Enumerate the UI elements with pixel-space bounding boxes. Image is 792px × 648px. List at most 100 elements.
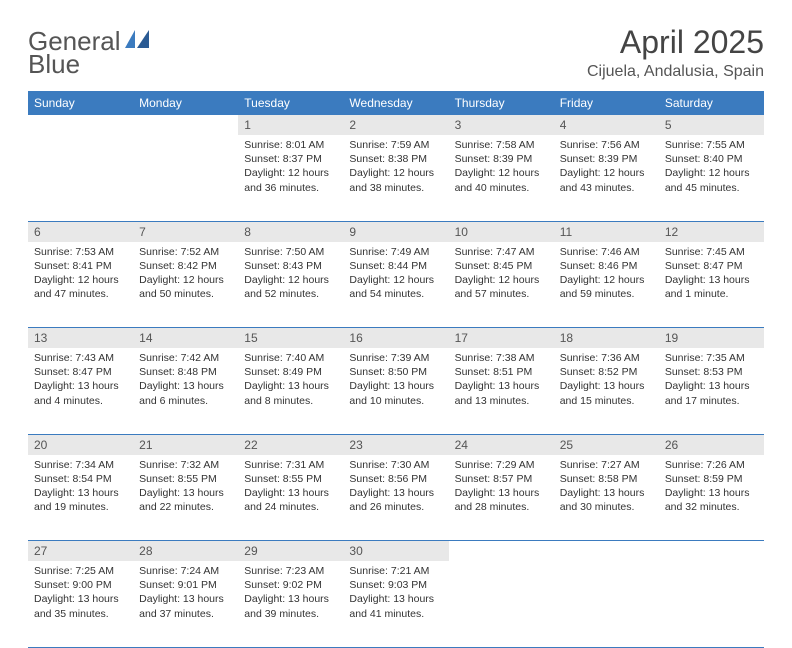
sunrise-line: Sunrise: 7:39 AM — [349, 351, 442, 365]
day-cell: Sunrise: 7:31 AMSunset: 8:55 PMDaylight:… — [238, 455, 343, 521]
sunrise-line: Sunrise: 7:58 AM — [455, 138, 548, 152]
daylight-line: Daylight: 13 hours and 32 minutes. — [665, 486, 758, 514]
weekday-header: Tuesday — [238, 91, 343, 115]
day-number: 20 — [28, 434, 133, 455]
day-number: 25 — [554, 434, 659, 455]
weekday-header-row: SundayMondayTuesdayWednesdayThursdayFrid… — [28, 91, 764, 115]
daylight-line: Daylight: 13 hours and 24 minutes. — [244, 486, 337, 514]
day-cell: Sunrise: 7:47 AMSunset: 8:45 PMDaylight:… — [449, 242, 554, 308]
day-number: 23 — [343, 434, 448, 455]
day-cell: Sunrise: 7:38 AMSunset: 8:51 PMDaylight:… — [449, 348, 554, 414]
day-number: 10 — [449, 221, 554, 242]
empty-day-number — [133, 115, 238, 135]
sunset-line: Sunset: 8:51 PM — [455, 365, 548, 379]
sunrise-line: Sunrise: 7:29 AM — [455, 458, 548, 472]
day-cell: Sunrise: 7:49 AMSunset: 8:44 PMDaylight:… — [343, 242, 448, 308]
calendar-body: 12345Sunrise: 8:01 AMSunset: 8:37 PMDayl… — [28, 115, 764, 647]
sunset-line: Sunset: 8:44 PM — [349, 259, 442, 273]
sunrise-line: Sunrise: 7:27 AM — [560, 458, 653, 472]
sunset-line: Sunset: 8:47 PM — [34, 365, 127, 379]
weekday-header: Saturday — [659, 91, 764, 115]
sunset-line: Sunset: 8:55 PM — [244, 472, 337, 486]
brand-logo: General Blue — [28, 30, 151, 77]
sunrise-line: Sunrise: 7:23 AM — [244, 564, 337, 578]
day-cell: Sunrise: 7:52 AMSunset: 8:42 PMDaylight:… — [133, 242, 238, 308]
day-cell: Sunrise: 8:01 AMSunset: 8:37 PMDaylight:… — [238, 135, 343, 201]
day-number: 19 — [659, 328, 764, 349]
location-label: Cijuela, Andalusia, Spain — [587, 63, 764, 81]
day-number-row: 6789101112 — [28, 221, 764, 242]
empty-day-cell — [449, 561, 554, 647]
daylight-line: Daylight: 13 hours and 19 minutes. — [34, 486, 127, 514]
daylight-line: Daylight: 13 hours and 10 minutes. — [349, 379, 442, 407]
empty-day-cell — [28, 135, 133, 221]
sunrise-line: Sunrise: 7:40 AM — [244, 351, 337, 365]
day-cell: Sunrise: 7:46 AMSunset: 8:46 PMDaylight:… — [554, 242, 659, 308]
day-cell: Sunrise: 7:53 AMSunset: 8:41 PMDaylight:… — [28, 242, 133, 308]
day-cell: Sunrise: 7:45 AMSunset: 8:47 PMDaylight:… — [659, 242, 764, 308]
day-cell: Sunrise: 7:29 AMSunset: 8:57 PMDaylight:… — [449, 455, 554, 521]
day-body-row: Sunrise: 8:01 AMSunset: 8:37 PMDaylight:… — [28, 135, 764, 221]
day-number: 13 — [28, 328, 133, 349]
day-cell: Sunrise: 7:36 AMSunset: 8:52 PMDaylight:… — [554, 348, 659, 414]
day-number-row: 20212223242526 — [28, 434, 764, 455]
sunset-line: Sunset: 9:03 PM — [349, 578, 442, 592]
daylight-line: Daylight: 12 hours and 47 minutes. — [34, 273, 127, 301]
day-number: 16 — [343, 328, 448, 349]
day-number: 12 — [659, 221, 764, 242]
day-number: 1 — [238, 115, 343, 135]
day-number: 24 — [449, 434, 554, 455]
day-number-row: 13141516171819 — [28, 328, 764, 349]
sunrise-line: Sunrise: 7:53 AM — [34, 245, 127, 259]
day-cell: Sunrise: 7:27 AMSunset: 8:58 PMDaylight:… — [554, 455, 659, 521]
day-number: 8 — [238, 221, 343, 242]
sunrise-line: Sunrise: 7:24 AM — [139, 564, 232, 578]
sunrise-line: Sunrise: 7:30 AM — [349, 458, 442, 472]
daylight-line: Daylight: 13 hours and 41 minutes. — [349, 592, 442, 620]
day-cell: Sunrise: 7:21 AMSunset: 9:03 PMDaylight:… — [343, 561, 448, 627]
daylight-line: Daylight: 13 hours and 26 minutes. — [349, 486, 442, 514]
day-cell: Sunrise: 7:55 AMSunset: 8:40 PMDaylight:… — [659, 135, 764, 201]
sunset-line: Sunset: 8:39 PM — [560, 152, 653, 166]
calendar-table: SundayMondayTuesdayWednesdayThursdayFrid… — [28, 91, 764, 648]
day-cell: Sunrise: 7:58 AMSunset: 8:39 PMDaylight:… — [449, 135, 554, 201]
day-cell: Sunrise: 7:50 AMSunset: 8:43 PMDaylight:… — [238, 242, 343, 308]
sunset-line: Sunset: 8:48 PM — [139, 365, 232, 379]
sunrise-line: Sunrise: 7:42 AM — [139, 351, 232, 365]
sunset-line: Sunset: 8:58 PM — [560, 472, 653, 486]
weekday-header: Friday — [554, 91, 659, 115]
daylight-line: Daylight: 12 hours and 45 minutes. — [665, 166, 758, 194]
day-number: 5 — [659, 115, 764, 135]
header-row: General Blue April 2025 Cijuela, Andalus… — [28, 24, 764, 81]
sunset-line: Sunset: 8:46 PM — [560, 259, 653, 273]
sunrise-line: Sunrise: 8:01 AM — [244, 138, 337, 152]
daylight-line: Daylight: 13 hours and 22 minutes. — [139, 486, 232, 514]
sunset-line: Sunset: 8:37 PM — [244, 152, 337, 166]
sunset-line: Sunset: 8:53 PM — [665, 365, 758, 379]
day-number: 30 — [343, 541, 448, 562]
daylight-line: Daylight: 13 hours and 28 minutes. — [455, 486, 548, 514]
sunrise-line: Sunrise: 7:25 AM — [34, 564, 127, 578]
sunrise-line: Sunrise: 7:43 AM — [34, 351, 127, 365]
daylight-line: Daylight: 13 hours and 6 minutes. — [139, 379, 232, 407]
daylight-line: Daylight: 13 hours and 13 minutes. — [455, 379, 548, 407]
day-cell: Sunrise: 7:24 AMSunset: 9:01 PMDaylight:… — [133, 561, 238, 627]
day-number: 28 — [133, 541, 238, 562]
sunset-line: Sunset: 8:57 PM — [455, 472, 548, 486]
sunrise-line: Sunrise: 7:46 AM — [560, 245, 653, 259]
sunset-line: Sunset: 9:01 PM — [139, 578, 232, 592]
day-number: 4 — [554, 115, 659, 135]
sunrise-line: Sunrise: 7:31 AM — [244, 458, 337, 472]
day-number: 2 — [343, 115, 448, 135]
sunrise-line: Sunrise: 7:49 AM — [349, 245, 442, 259]
daylight-line: Daylight: 13 hours and 15 minutes. — [560, 379, 653, 407]
daylight-line: Daylight: 12 hours and 36 minutes. — [244, 166, 337, 194]
day-number: 14 — [133, 328, 238, 349]
day-number: 6 — [28, 221, 133, 242]
day-number: 3 — [449, 115, 554, 135]
day-number: 18 — [554, 328, 659, 349]
sunset-line: Sunset: 8:42 PM — [139, 259, 232, 273]
day-body-row: Sunrise: 7:53 AMSunset: 8:41 PMDaylight:… — [28, 242, 764, 328]
sunrise-line: Sunrise: 7:38 AM — [455, 351, 548, 365]
day-cell: Sunrise: 7:35 AMSunset: 8:53 PMDaylight:… — [659, 348, 764, 414]
